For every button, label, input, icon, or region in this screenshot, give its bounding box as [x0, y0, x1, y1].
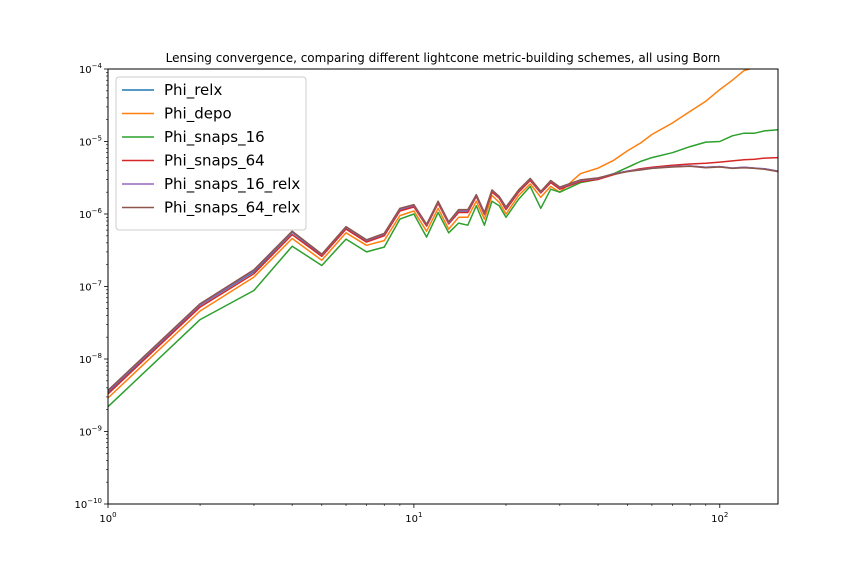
y-tick-label: 10−4: [79, 62, 103, 76]
y-tick-label: 10−10: [74, 497, 102, 511]
x-tick-label: 100: [99, 511, 116, 525]
legend-label: Phi_snaps_16: [164, 128, 265, 147]
legend-label: Phi_snaps_64: [164, 152, 265, 171]
x-tick-label: 102: [711, 511, 728, 525]
series-line-phi-snaps-16: [108, 129, 778, 408]
y-tick-label: 10−5: [79, 135, 102, 149]
chart-title: Lensing convergence, comparing different…: [166, 51, 721, 65]
y-tick-label: 10−7: [79, 280, 102, 294]
legend-label: Phi_relx: [164, 81, 222, 100]
legend-label: Phi_snaps_16_relx: [164, 175, 300, 194]
y-tick-label: 10−9: [79, 425, 102, 439]
x-tick-label: 101: [405, 511, 422, 525]
legend-box: [115, 76, 307, 231]
series-line-phi-depo: [108, 69, 753, 399]
series-line-phi-snaps-64: [108, 156, 778, 395]
legend-label: Phi_depo: [164, 105, 232, 124]
y-tick-label: 10−8: [79, 352, 102, 366]
y-tick-label: 10−6: [79, 207, 103, 221]
legend-label: Phi_snaps_64_relx: [164, 199, 300, 218]
series-line-phi-snaps-64-relx: [108, 165, 778, 392]
